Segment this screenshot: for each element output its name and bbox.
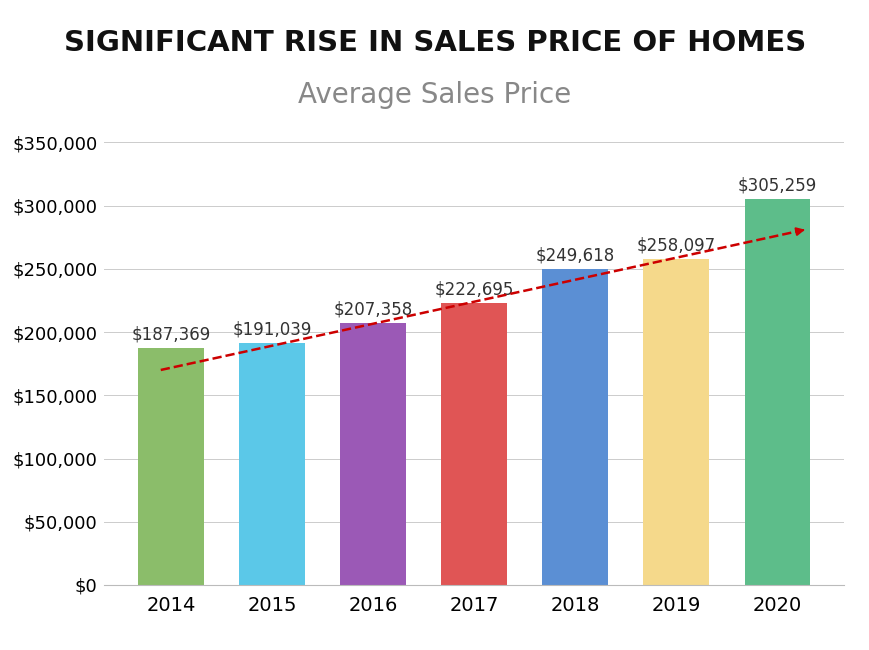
Bar	[643, 259, 708, 585]
Bar	[239, 343, 304, 585]
Text: $258,097: $258,097	[636, 236, 715, 254]
Text: $305,259: $305,259	[737, 176, 816, 194]
Text: $207,358: $207,358	[333, 300, 412, 318]
Bar	[441, 304, 507, 585]
Text: $187,369: $187,369	[131, 326, 210, 344]
Text: $191,039: $191,039	[232, 321, 311, 339]
Bar	[340, 322, 406, 585]
Bar	[138, 348, 203, 585]
Text: $222,695: $222,695	[434, 281, 514, 299]
Bar	[744, 199, 809, 585]
Text: Average Sales Price: Average Sales Price	[298, 81, 571, 109]
Text: $249,618: $249,618	[535, 247, 614, 265]
Bar	[541, 269, 607, 585]
Text: SIGNIFICANT RISE IN SALES PRICE OF HOMES: SIGNIFICANT RISE IN SALES PRICE OF HOMES	[63, 29, 806, 57]
